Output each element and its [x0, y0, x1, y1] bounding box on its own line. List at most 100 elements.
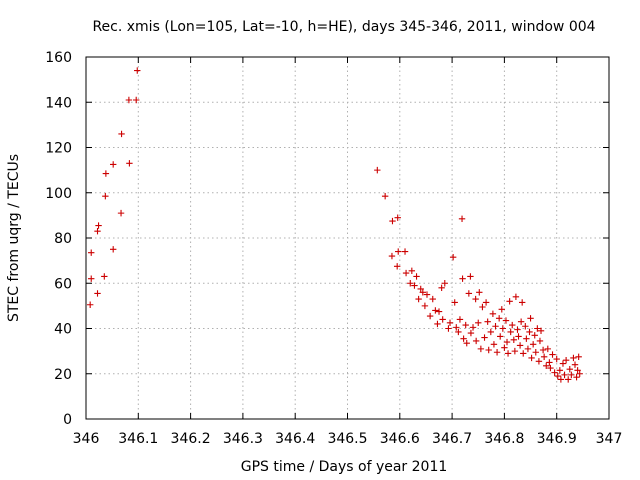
- data-point: [477, 345, 485, 353]
- y-tick-label: 160: [45, 50, 72, 66]
- data-point: [503, 338, 511, 346]
- data-point: [565, 376, 572, 383]
- data-point: [484, 318, 491, 325]
- data-point: [102, 170, 110, 177]
- data-point: [510, 336, 518, 344]
- data-point: [419, 289, 427, 296]
- y-tick-label: 120: [45, 141, 72, 157]
- y-tick-label: 0: [63, 412, 72, 428]
- data-point: [460, 335, 467, 342]
- data-point: [499, 325, 507, 332]
- data-point: [456, 316, 464, 323]
- data-point: [434, 320, 441, 328]
- data-point: [489, 310, 497, 317]
- data-point: [551, 369, 558, 376]
- data-point: [539, 346, 547, 354]
- y-tick-label: 20: [54, 367, 72, 383]
- data-point: [497, 333, 504, 340]
- data-point: [446, 319, 454, 327]
- y-tick-label: 100: [45, 186, 72, 202]
- data-point: [101, 273, 108, 280]
- data-point: [515, 333, 522, 340]
- data-point: [575, 353, 582, 360]
- data-point: [426, 312, 434, 320]
- data-point: [413, 273, 420, 280]
- data-point: [133, 96, 140, 104]
- data-point: [401, 248, 409, 255]
- x-tick-label: 346: [73, 431, 100, 447]
- data-points: [86, 67, 583, 383]
- data-point: [95, 222, 102, 229]
- data-point: [504, 350, 512, 357]
- data-point: [417, 285, 424, 293]
- data-point: [86, 301, 94, 308]
- data-point: [449, 254, 457, 261]
- data-point: [543, 362, 550, 370]
- data-point: [432, 307, 439, 314]
- grid-lines: [86, 57, 609, 419]
- data-point: [562, 356, 570, 364]
- data-point: [393, 263, 401, 270]
- data-point: [536, 337, 544, 345]
- data-point: [537, 327, 545, 334]
- x-tick-label: 347: [596, 431, 623, 447]
- data-point: [411, 282, 418, 289]
- data-point: [512, 293, 520, 301]
- x-tick-label: 346.6: [380, 431, 420, 447]
- x-tick-label: 346.2: [171, 431, 211, 447]
- data-point: [388, 252, 396, 260]
- data-point: [88, 249, 95, 256]
- data-point: [467, 273, 474, 280]
- data-point: [482, 299, 490, 306]
- x-tick-label: 346.4: [275, 431, 315, 447]
- data-point: [547, 364, 554, 372]
- data-point: [524, 345, 532, 353]
- y-tick-label: 140: [45, 95, 72, 111]
- data-point: [574, 367, 581, 374]
- data-point: [394, 214, 401, 221]
- data-point: [554, 372, 561, 380]
- data-point: [490, 341, 498, 348]
- data-point: [423, 291, 431, 298]
- x-tick-label: 346.1: [118, 431, 158, 447]
- data-point: [520, 350, 527, 357]
- data-point: [573, 373, 580, 381]
- data-point: [467, 329, 475, 337]
- data-point: [125, 96, 133, 104]
- data-point: [481, 334, 488, 341]
- data-point: [507, 328, 514, 336]
- data-point: [535, 358, 543, 365]
- data-point: [570, 354, 577, 362]
- data-point: [109, 246, 117, 253]
- data-point: [498, 306, 505, 313]
- y-tick-label: 80: [54, 231, 72, 247]
- x-tick-label: 346.5: [327, 431, 367, 447]
- data-point: [458, 215, 466, 222]
- data-point: [402, 269, 410, 277]
- data-point: [472, 295, 479, 303]
- data-point: [529, 341, 537, 348]
- data-point: [576, 370, 583, 377]
- data-point: [441, 280, 448, 287]
- data-point: [407, 280, 414, 287]
- data-point: [438, 284, 445, 291]
- data-point: [546, 359, 553, 366]
- data-point: [374, 166, 381, 174]
- data-point: [94, 228, 101, 235]
- data-point: [94, 290, 101, 297]
- data-point: [408, 267, 416, 275]
- data-point: [451, 299, 458, 306]
- data-point: [559, 360, 567, 367]
- data-point: [415, 295, 422, 303]
- data-point: [134, 67, 141, 74]
- chart-title: Rec. xmis (Lon=105, Lat=-10, h=HE), days…: [92, 19, 595, 35]
- data-point: [522, 323, 529, 330]
- data-point: [475, 319, 482, 327]
- data-point: [495, 315, 503, 322]
- x-axis-label: GPS time / Days of year 2011: [241, 459, 448, 475]
- data-point: [469, 324, 477, 331]
- data-point: [553, 355, 560, 363]
- data-point: [118, 130, 125, 138]
- x-tick-label: 346.9: [537, 431, 577, 447]
